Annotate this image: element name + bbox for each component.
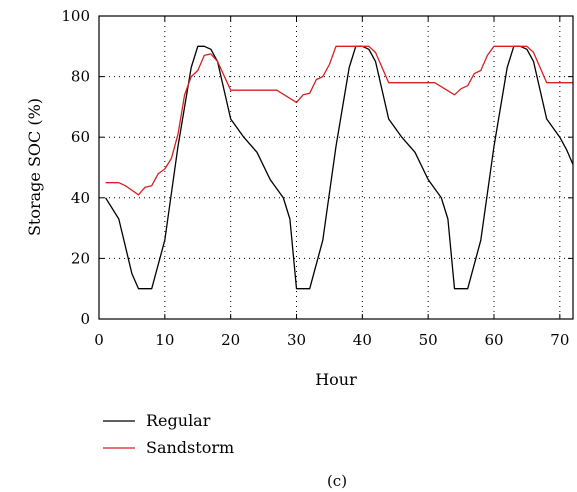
x-tick-label: 40 [353,331,372,349]
legend: Regular Sandstorm [103,411,234,457]
figure-caption: (c) [327,472,347,490]
x-tick-label: 60 [484,331,503,349]
y-tick-label: 80 [71,68,90,86]
series-lines [105,45,574,290]
axis-ticks [98,15,573,320]
x-tick-label: 0 [94,331,104,349]
y-axis-title: Storage SOC (%) [25,98,44,236]
y-tick-label: 40 [71,189,90,207]
x-axis-title: Hour [315,370,357,389]
x-tick-label: 20 [221,331,240,349]
y-tick-label: 0 [80,310,90,328]
legend-label-regular: Regular [146,411,211,430]
y-tick-label: 100 [61,7,90,25]
tick-labels: 0 10 20 30 40 50 60 70 0 20 40 60 80 100 [61,7,569,349]
x-tick-label: 30 [287,331,306,349]
series-line-regular [105,45,574,290]
x-tick-label: 70 [550,331,569,349]
x-tick-label: 10 [155,331,174,349]
y-tick-label: 20 [71,249,90,267]
series-line-sandstorm [105,45,573,196]
x-tick-label: 50 [419,331,438,349]
plot-frame [98,15,574,320]
y-tick-label: 60 [71,128,90,146]
grid-lines [99,16,573,319]
legend-label-sandstorm: Sandstorm [146,438,234,457]
